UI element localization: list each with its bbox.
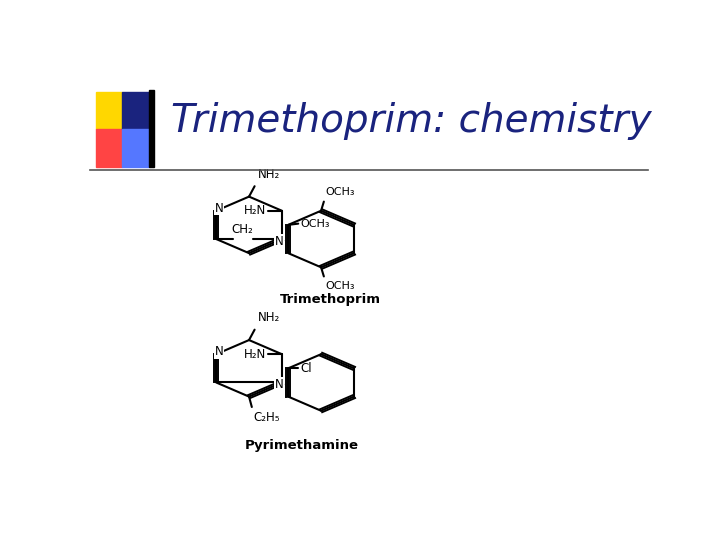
Bar: [149, 90, 153, 167]
Text: Trimethoprim: chemistry: Trimethoprim: chemistry: [171, 102, 652, 140]
Bar: [122, 129, 149, 167]
Text: C₂H₅: C₂H₅: [253, 411, 280, 424]
Text: OCH₃: OCH₃: [325, 281, 355, 291]
Bar: [96, 92, 122, 129]
Text: Cl: Cl: [300, 362, 312, 375]
Bar: [122, 92, 149, 129]
Text: Pyrimethamine: Pyrimethamine: [245, 439, 359, 452]
Text: N: N: [275, 378, 284, 391]
Text: NH₂: NH₂: [258, 311, 279, 324]
Text: OCH₃: OCH₃: [300, 219, 330, 228]
Text: N: N: [215, 202, 223, 215]
Text: OCH₃: OCH₃: [325, 187, 355, 198]
Text: N: N: [215, 345, 223, 358]
Text: H₂N: H₂N: [244, 204, 266, 217]
Text: N: N: [275, 234, 284, 248]
Text: H₂N: H₂N: [244, 348, 266, 361]
Bar: [96, 129, 122, 167]
Text: CH₂: CH₂: [232, 222, 253, 235]
Text: NH₂: NH₂: [258, 168, 279, 181]
Text: Trimethoprim: Trimethoprim: [279, 293, 380, 306]
